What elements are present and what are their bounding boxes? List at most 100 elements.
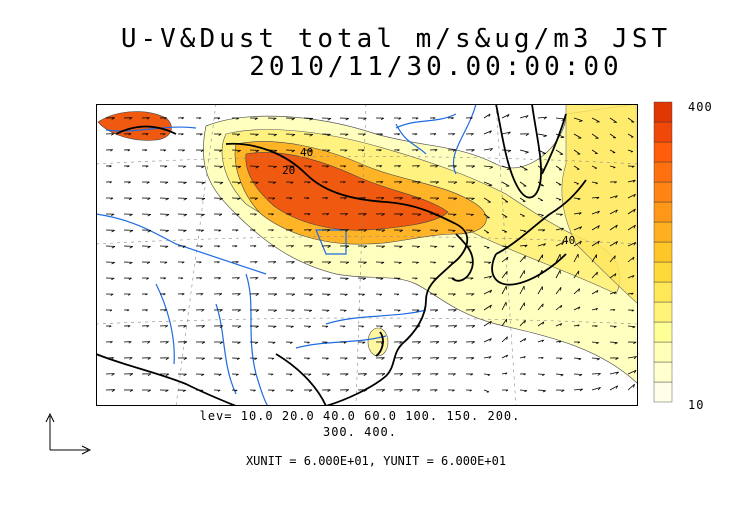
wind-vector [249,165,260,169]
wind-vector [285,277,296,281]
wind-vector [429,389,438,392]
wind-vector [321,197,329,200]
wind-vector [195,229,204,233]
wind-vector [249,277,259,280]
wind-vector [591,149,598,154]
wind-vector [375,293,383,296]
wind-vector [483,373,491,376]
wind-vector [627,117,635,123]
wind-vector [267,149,278,153]
wind-vector [249,325,259,329]
colorbar-swatch [653,361,673,383]
wind-vector [339,277,349,281]
graticule [96,104,638,406]
wind-vector [141,373,152,377]
wind-vector [537,254,544,263]
wind-vector [555,117,566,121]
wind-vector [483,261,492,264]
wind-vector [429,229,439,233]
wind-vector [249,261,258,264]
wind-vector [303,325,312,328]
wind-vector-field [105,113,637,393]
wind-vector [339,133,349,137]
wind-vector [339,261,350,265]
coastlines [96,104,587,406]
wind-vector [537,213,544,217]
wind-vector [609,149,616,154]
wind-vector [285,341,293,344]
wind-vector [501,181,510,187]
wind-vector [555,357,563,360]
wind-vector [447,293,456,296]
wind-vector [177,341,188,344]
wind-vector [555,373,564,377]
wind-vector [195,213,205,217]
wind-vector [393,341,403,344]
wind-vector [519,133,530,136]
wind-vector [591,240,600,247]
wind-vector [195,373,205,377]
wind-vector [411,213,422,217]
wind-vector [249,229,256,232]
wind-vector [465,309,476,312]
wind-vector [447,149,457,152]
wind-vector [213,325,224,329]
wind-vector [231,181,242,185]
wind-vector [627,149,634,153]
wind-vector [429,293,437,296]
wind-vector [411,197,422,201]
wind-vector [537,269,543,279]
colorbar-swatch [653,121,673,143]
wind-vector [105,277,115,281]
wind-vector [501,149,512,153]
wind-vector [627,275,635,279]
wind-vector [339,309,347,312]
wind-vector [339,245,350,249]
wind-vector [447,373,456,376]
wind-vector [411,117,419,120]
wind-vector [573,165,580,170]
wind-vector [177,293,185,296]
wind-vector [123,341,132,344]
wind-vector [555,304,563,311]
wind-vector [177,373,187,377]
wind-vector [285,261,295,264]
wind-vector [465,341,475,344]
colorbar-swatch [653,381,673,403]
map-title: U-V&Dust total m/s&ug/m3 JST [120,24,672,54]
wind-vector [537,149,547,155]
wind-vector [285,117,295,121]
wind-vector [447,309,457,312]
colorbar-swatch [653,141,673,163]
wind-vector [357,325,364,328]
wind-vector [555,323,563,327]
wind-vector [105,325,112,328]
wind-vector [141,133,149,136]
colorbar-swatch [653,181,673,203]
wind-vector [339,373,349,376]
wind-vector [519,338,527,343]
wind-vector [231,245,238,248]
wind-vector [303,261,314,264]
wind-vector [285,325,294,329]
wind-vector [213,181,224,185]
wind-vector [195,197,206,201]
wind-vector [519,149,529,154]
wind-vector [285,389,294,392]
wind-vector [573,324,580,327]
wind-vector [213,277,222,280]
wind-vector [303,229,312,232]
wind-vector [159,341,169,344]
wind-vector [627,309,635,312]
wind-vector [213,261,220,264]
wind-vector [591,325,598,328]
colorbar-swatch [653,221,673,243]
wind-vector [394,325,402,328]
wind-vector [321,277,332,281]
wind-vector [105,181,113,184]
wind-vector [141,197,151,201]
wind-vector [285,245,294,248]
wind-vector [573,270,580,279]
wind-vector [429,277,436,280]
wind-vector [609,133,617,139]
